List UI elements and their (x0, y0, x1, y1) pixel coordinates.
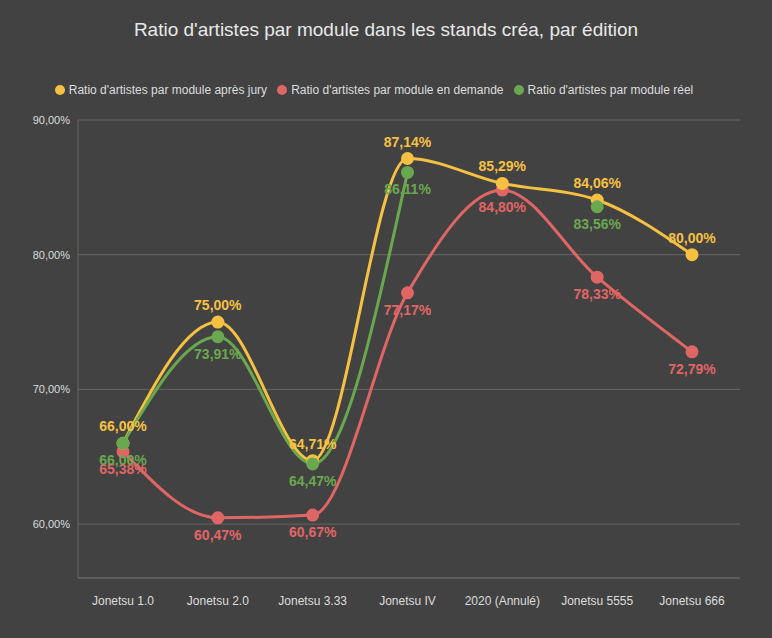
svg-text:Jonetsu 2.0: Jonetsu 2.0 (187, 594, 249, 608)
svg-text:85,29%: 85,29% (479, 158, 527, 174)
svg-text:Jonetsu 1.0: Jonetsu 1.0 (92, 594, 154, 608)
svg-text:64,71%: 64,71% (289, 436, 337, 452)
svg-text:2020 (Annulé): 2020 (Annulé) (465, 594, 540, 608)
svg-text:66,00%: 66,00% (99, 418, 147, 434)
svg-text:83,56%: 83,56% (573, 216, 621, 232)
svg-text:64,47%: 64,47% (289, 473, 337, 489)
html-text:Ratio d'artistes par module en: Ratio d'artistes par module en demande (291, 83, 504, 97)
svg-text:80,00%: 80,00% (33, 249, 71, 261)
html-text:Ratio d'artistes par module da: Ratio d'artistes par module dans les sta… (133, 19, 639, 40)
svg-text:80,00%: 80,00% (668, 230, 716, 246)
svg-text:75,00%: 75,00% (194, 297, 242, 313)
svg-text:70,00%: 70,00% (33, 383, 71, 395)
svg-text:87,14%: 87,14% (384, 134, 432, 150)
svg-text:60,67%: 60,67% (289, 524, 337, 540)
svg-text:65,38%: 65,38% (99, 460, 147, 477)
svg-text:72,79%: 72,79% (668, 361, 716, 377)
svg-text:77,17%: 77,17% (384, 302, 432, 318)
html-text:Ratio d'artistes par module ré: Ratio d'artistes par module réel (527, 83, 694, 97)
svg-text:Jonetsu IV: Jonetsu IV (379, 594, 436, 608)
svg-text:Jonetsu 666: Jonetsu 666 (659, 594, 725, 608)
svg-text:84,06%: 84,06% (573, 175, 621, 191)
svg-text:Jonetsu 5555: Jonetsu 5555 (561, 594, 633, 608)
svg-text:73,91%: 73,91% (194, 346, 242, 362)
svg-text:86,11%: 86,11% (384, 181, 431, 197)
svg-text:90,00%: 90,00% (33, 114, 71, 126)
svg-text:84,80%: 84,80% (479, 199, 527, 215)
svg-text:78,33%: 78,33% (573, 286, 621, 302)
html-text:Ratio d'artistes par module ap: Ratio d'artistes par module après jury (68, 83, 268, 97)
svg-text:60,47%: 60,47% (194, 527, 242, 543)
svg-text:60,00%: 60,00% (33, 518, 71, 530)
svg-text:Jonetsu 3.33: Jonetsu 3.33 (278, 594, 347, 608)
svg-text:66,00%: 66,00% (99, 452, 147, 468)
